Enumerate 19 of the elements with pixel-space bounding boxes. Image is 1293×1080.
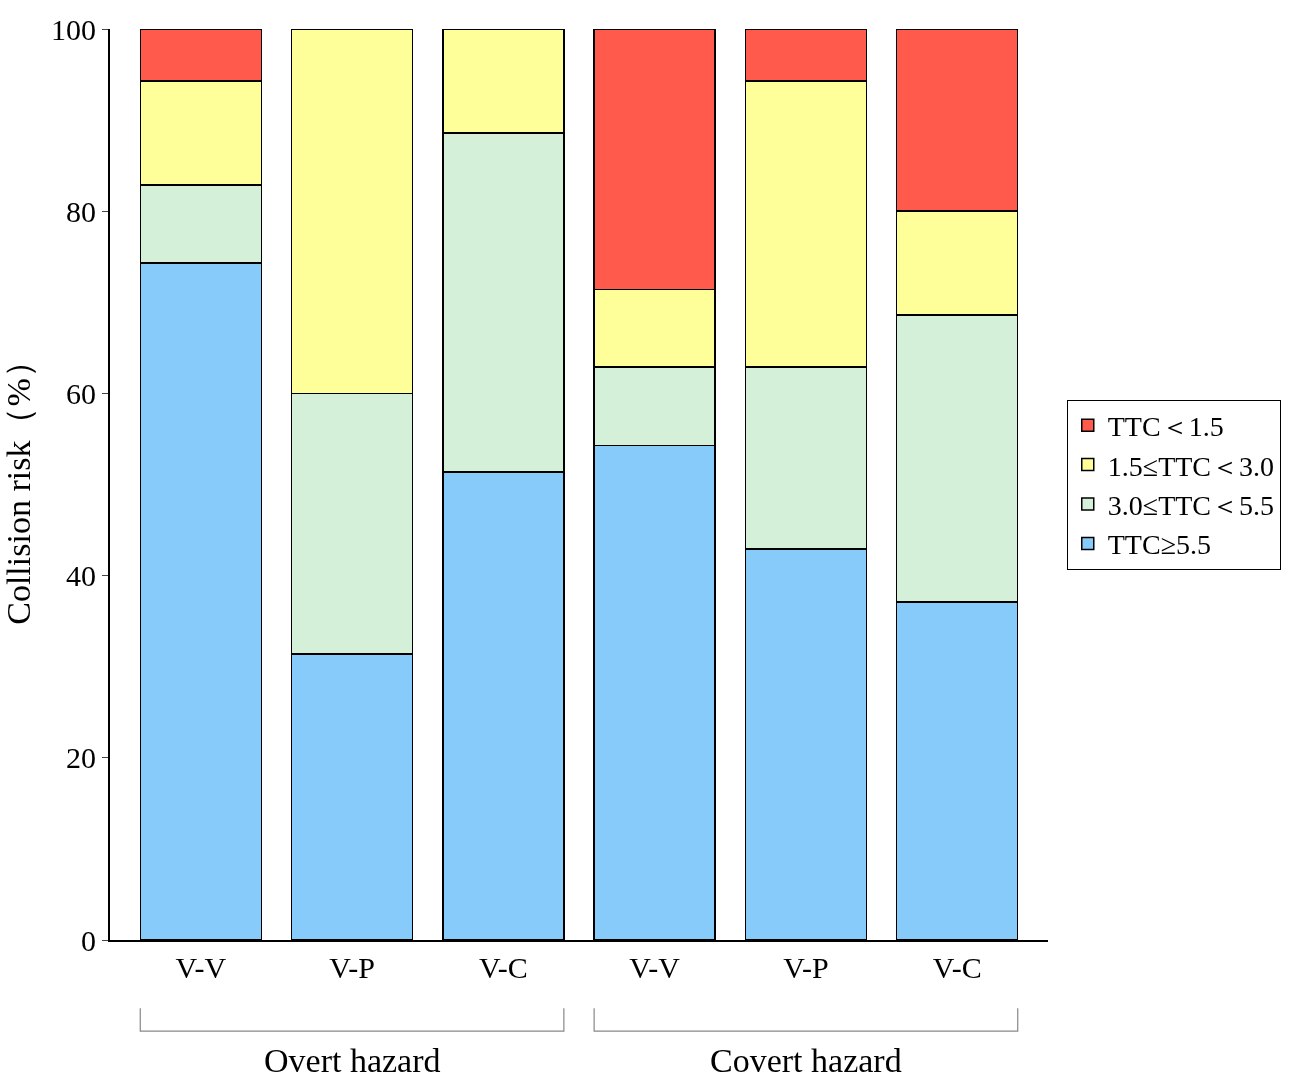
x-tick-label: V-C	[932, 951, 982, 984]
legend-label: 3.0≤TTC＜5.5	[1107, 489, 1275, 521]
text: Covert hazard	[710, 1042, 902, 1079]
legend-label: TTC＜1.5	[1107, 411, 1224, 443]
legend-label: 1.5≤TTC＜3.0	[1107, 450, 1275, 482]
x-tick-label: V-P	[329, 951, 375, 984]
x-tick-label: V-V	[629, 951, 681, 984]
y-tick-label: 60	[66, 376, 96, 410]
x-tick-label: V-C	[478, 951, 528, 984]
y-tick-label: 80	[66, 194, 96, 228]
y-tick-label: 20	[66, 741, 96, 775]
x-tick-label: V-V	[175, 951, 227, 984]
legend-label: TTC≥5.5	[1107, 529, 1212, 561]
y-axis-title: Collision risk（%）	[0, 344, 37, 625]
y-tick-label: 40	[66, 559, 96, 593]
x-tick-label: V-P	[783, 951, 829, 984]
y-tick-label: 0	[81, 923, 96, 957]
text: Overt hazard	[264, 1042, 441, 1079]
y-tick-label: 100	[51, 12, 96, 46]
